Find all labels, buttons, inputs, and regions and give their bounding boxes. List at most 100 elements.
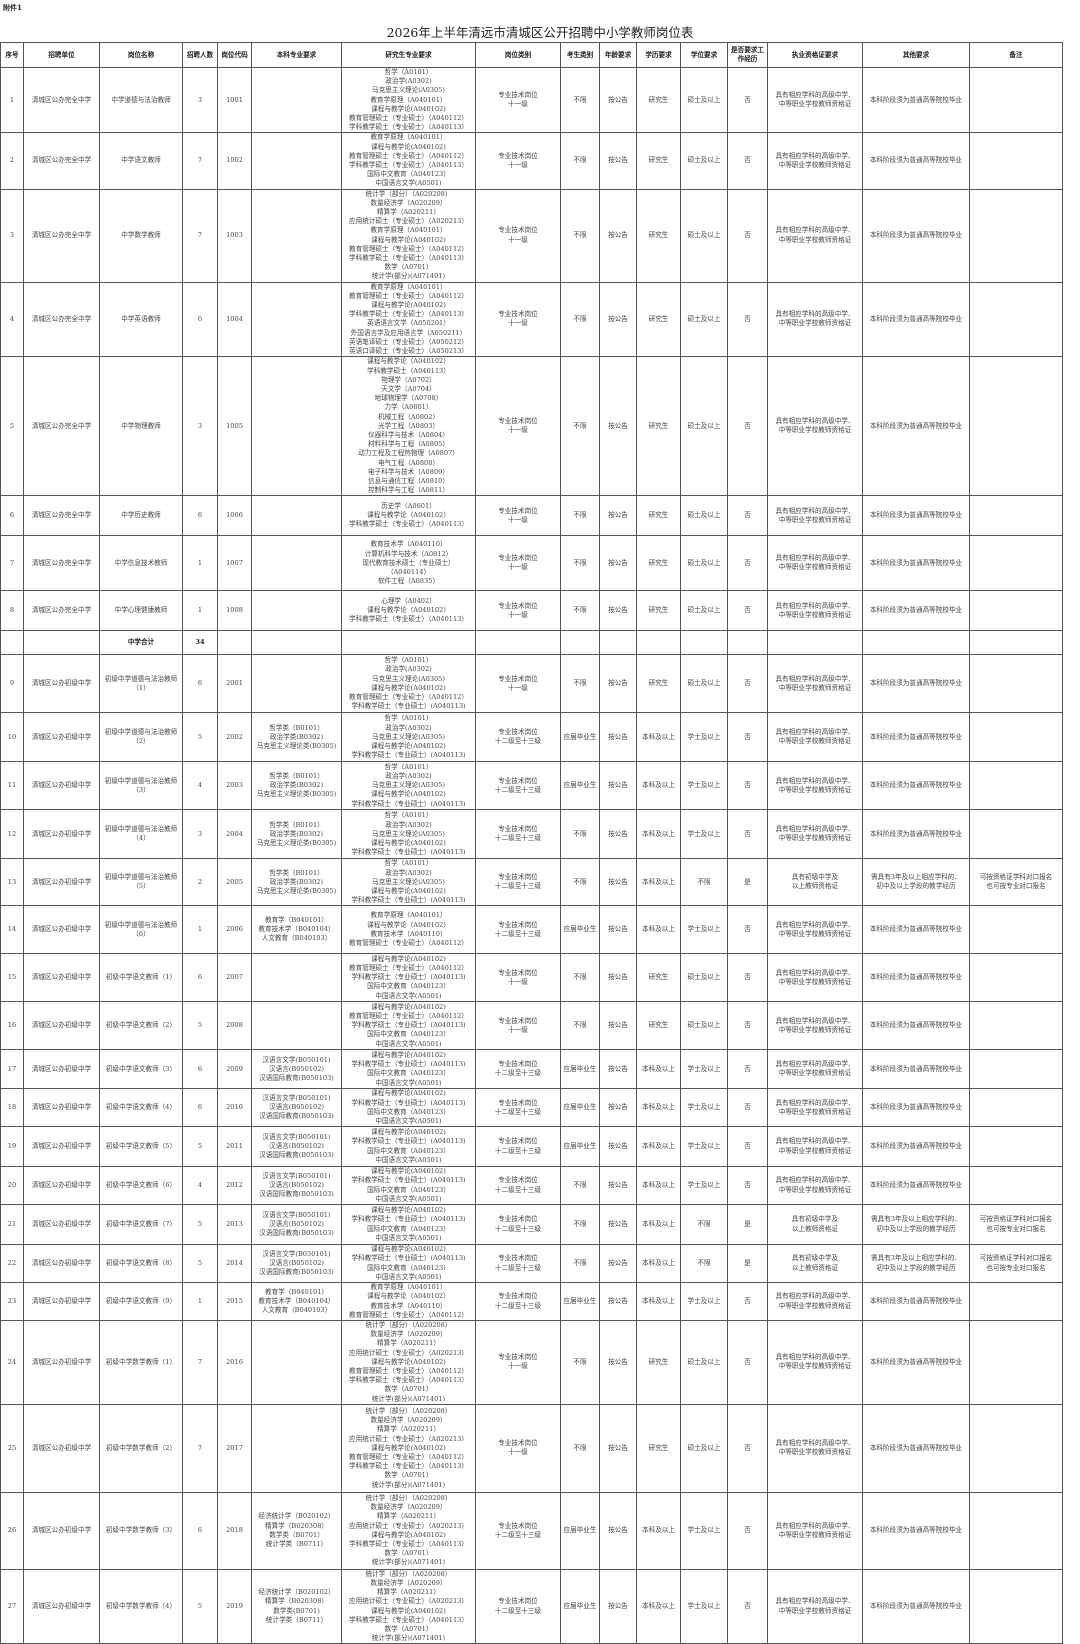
cell-undergrad-major bbox=[251, 590, 342, 632]
cell-other-line: 本科阶段须为普通高等院校毕业 bbox=[869, 558, 963, 567]
cell-note bbox=[969, 1282, 1063, 1321]
cell-undergrad-major-line: 汉语言文学(B050101) bbox=[262, 1210, 331, 1219]
cell-count: 5 bbox=[182, 1568, 218, 1644]
cell-experience: 是 bbox=[727, 858, 768, 907]
cell-undergrad-major: 汉语言文学(B050101) 汉语言(B050102) 汉语国际教育(B050103… bbox=[251, 1166, 342, 1206]
cell-postgrad-major-line: 学科教学硕士（专业硕士）（A040113） bbox=[349, 1615, 468, 1624]
cell-other-line: 本科阶段须为普通高等院校毕业 bbox=[869, 95, 963, 104]
cell-education: 本科及以上 bbox=[636, 1049, 681, 1090]
cell-postgrad-major: 统计学（部分）（A020208） 数量经济学（A020209） 精算学（A02021… bbox=[341, 1491, 476, 1570]
cell-age: 按公告 bbox=[599, 761, 637, 811]
cell-certificate: 具有相应学科的高级中学、 中等职业学校教师资格证 bbox=[767, 1403, 863, 1493]
cell-education: 本科及以上 bbox=[636, 712, 681, 763]
cell-post-category-line: 十二级至十三级 bbox=[494, 1069, 542, 1078]
cell-note-line: 也可按专业对口报名 bbox=[986, 882, 1046, 891]
cell-postgrad-major-line: 中国语言文学(A0501) bbox=[375, 179, 442, 188]
cell-postgrad-major-line: 课程与教学论(A040102) bbox=[371, 1167, 446, 1176]
cell-age: 按公告 bbox=[599, 188, 637, 283]
cell-unit: 清城区公办初级中学 bbox=[23, 1282, 100, 1321]
cell-experience: 否 bbox=[727, 809, 768, 860]
cell-other: 本科阶段须为普通高等院校毕业 bbox=[862, 281, 970, 358]
cell-certificate: 具有相应学科的高级中学、 中等职业学校教师资格证 bbox=[767, 1319, 863, 1405]
cell-postgrad-major-line: 应用统计硕士（专业硕士）（A020213） bbox=[349, 217, 468, 226]
cell-certificate-line: 以上教师资格证 bbox=[791, 1224, 839, 1233]
cell-postgrad-major: 课程与教学论(A040102) 学科教学硕士（专业硕士）(A040113) 国际中文… bbox=[341, 1126, 476, 1168]
column-header: 招聘人数 bbox=[182, 42, 218, 68]
cell-postgrad-major: 历史学（A0601） 课程与教学论（A040102） 学科教学硕士（专业硕士）（A0… bbox=[341, 495, 476, 537]
cell-note bbox=[969, 1049, 1063, 1090]
cell-experience: 否 bbox=[727, 1568, 768, 1644]
cell-undergrad-major bbox=[251, 535, 342, 592]
cell-undergrad-major bbox=[251, 953, 342, 1003]
cell-age: 按公告 bbox=[599, 1001, 637, 1051]
cell-postgrad-major-line: 课程与教学论(A040102) bbox=[371, 1606, 446, 1615]
cell-postgrad-major-line: 数量经济学（A020209） bbox=[370, 1579, 447, 1588]
cell-certificate-line: 中等职业学校教师资格证 bbox=[778, 977, 852, 986]
cell-postgrad-major-line: 学科教学硕士（专业硕士）（A040113） bbox=[349, 254, 468, 263]
cell-certificate: 具有相应学科的高级中学、 中等职业学校教师资格证 bbox=[767, 132, 863, 190]
cell-undergrad-major-line: 政治学类(B0302) bbox=[269, 829, 324, 838]
cell-unit: 清城区公办完全中学 bbox=[23, 66, 100, 134]
cell-post-category-line: 十二级至十三级 bbox=[494, 929, 542, 938]
cell-candidate-type: 不限 bbox=[560, 1244, 600, 1284]
cell-post-name: 初级中学数学教师（3） bbox=[99, 1491, 183, 1570]
cell-code: 2007 bbox=[217, 953, 252, 1003]
cell-postgrad-major: 教育技术学（A040110） 计算机科学与技术（A0812） 现代教育技术硕士（专业… bbox=[341, 535, 476, 592]
cell-postgrad-major-line: 统计学(部分)(A071401) bbox=[371, 1394, 446, 1403]
cell-undergrad-major-line: 汉语言(B050102) bbox=[269, 1181, 324, 1190]
cell-count: 6 bbox=[182, 1088, 218, 1128]
cell-unit: 清城区公办完全中学 bbox=[23, 356, 100, 497]
cell-post-category-line: 十二级至十三级 bbox=[494, 1185, 542, 1194]
cell-postgrad-major-line: 学科教学硕士（专业硕士）(A040113) bbox=[351, 1060, 466, 1069]
cell-postgrad-major-line: 学科教学硕士（A040113） bbox=[367, 366, 450, 375]
cell-code: 1008 bbox=[217, 590, 252, 632]
column-header: 执业资格证要求 bbox=[767, 42, 863, 68]
cell-education: 本科及以上 bbox=[636, 809, 681, 860]
cell-count: 1 bbox=[182, 1282, 218, 1321]
cell-postgrad-major-line: 马克思主义理论(A0305) bbox=[372, 829, 445, 838]
cell-experience: 否 bbox=[727, 535, 768, 592]
cell-post-category-line: 十一级 bbox=[508, 100, 528, 109]
cell-post-name: 初级中学道德与法治教师（6） bbox=[99, 905, 183, 955]
cell-other-line: 本科阶段须为普通高等院校毕业 bbox=[869, 511, 963, 520]
cell-certificate: 具有相应学科的高级中学、 中等职业学校教师资格证 bbox=[767, 1282, 863, 1321]
cell-post-category-line: 十二级至十三级 bbox=[494, 785, 542, 794]
cell-empty bbox=[969, 630, 1063, 656]
cell-certificate-line: 中等职业学校教师资格证 bbox=[778, 1069, 852, 1078]
cell-post-name: 中学心理健康教师 bbox=[99, 590, 183, 632]
cell-degree: 硕士及以上 bbox=[680, 132, 728, 190]
cell-postgrad-major-line: 应用统计硕士（专业硕士）（A020213） bbox=[349, 1521, 468, 1530]
cell-education: 研究生 bbox=[636, 1319, 681, 1405]
cell-postgrad-major-line: 中国语言文学(A0501) bbox=[375, 1116, 442, 1125]
cell-experience: 否 bbox=[727, 495, 768, 537]
cell-certificate-line: 具有相应学科的高级中学、 bbox=[775, 1060, 855, 1069]
cell-post-category: 专业技术岗位 十二级至十三级 bbox=[475, 1244, 561, 1284]
cell-postgrad-major-line: 课程与教学论(A040102) bbox=[371, 741, 446, 750]
cell-undergrad-major-line: 教育技术学（B040104） bbox=[258, 1296, 335, 1305]
cell-experience: 否 bbox=[727, 132, 768, 190]
cell-count: 4 bbox=[182, 1166, 218, 1206]
cell-age: 按公告 bbox=[599, 712, 637, 763]
cell-no: 17 bbox=[0, 1049, 24, 1090]
cell-undergrad-major-line: 统计学类（B0711） bbox=[265, 1540, 328, 1549]
cell-other-line: 需具有3年及以上相应学科的、 bbox=[871, 1215, 961, 1224]
cell-postgrad-major-line: 学科教学硕士（专业硕士）(A040113) bbox=[351, 848, 466, 857]
cell-undergrad-major: 汉语言文学(B050101) 汉语言(B050102) 汉语国际教育(B050103… bbox=[251, 1049, 342, 1090]
cell-undergrad-major-line: 哲学类（B0101） bbox=[269, 772, 324, 781]
table-row: 27 清城区公办初级中学 初级中学数学教师（4） 5 2019 经济统计学（B020102… bbox=[0, 1568, 1063, 1644]
cell-note bbox=[969, 281, 1063, 358]
cell-undergrad-major-line: 政治学类(B0302) bbox=[269, 732, 324, 741]
cell-experience: 是 bbox=[727, 1204, 768, 1246]
cell-post-category-line: 十二级至十三级 bbox=[494, 1263, 542, 1272]
cell-age: 按公告 bbox=[599, 1049, 637, 1090]
cell-undergrad-major-line: 统计学类（B0711） bbox=[265, 1615, 328, 1624]
cell-post-category-line: 专业技术岗位 bbox=[498, 1215, 538, 1224]
cell-undergrad-major: 汉语言文学(B050101) 汉语言(B050102) 汉语国际教育(B050103… bbox=[251, 1204, 342, 1246]
cell-undergrad-major-line: 汉语国际教育(B050103) bbox=[259, 1073, 334, 1082]
cell-post-category-line: 专业技术岗位 bbox=[498, 1016, 538, 1025]
cell-other: 需具有3年及以上相应学科的、 初中及以上学段的教学经历 bbox=[862, 1204, 970, 1246]
cell-post-category: 专业技术岗位 十二级至十三级 bbox=[475, 1491, 561, 1570]
cell-degree: 硕士及以上 bbox=[680, 188, 728, 283]
cell-undergrad-major-line: 汉语国际教育(B050103) bbox=[259, 1151, 334, 1160]
cell-experience: 否 bbox=[727, 188, 768, 283]
